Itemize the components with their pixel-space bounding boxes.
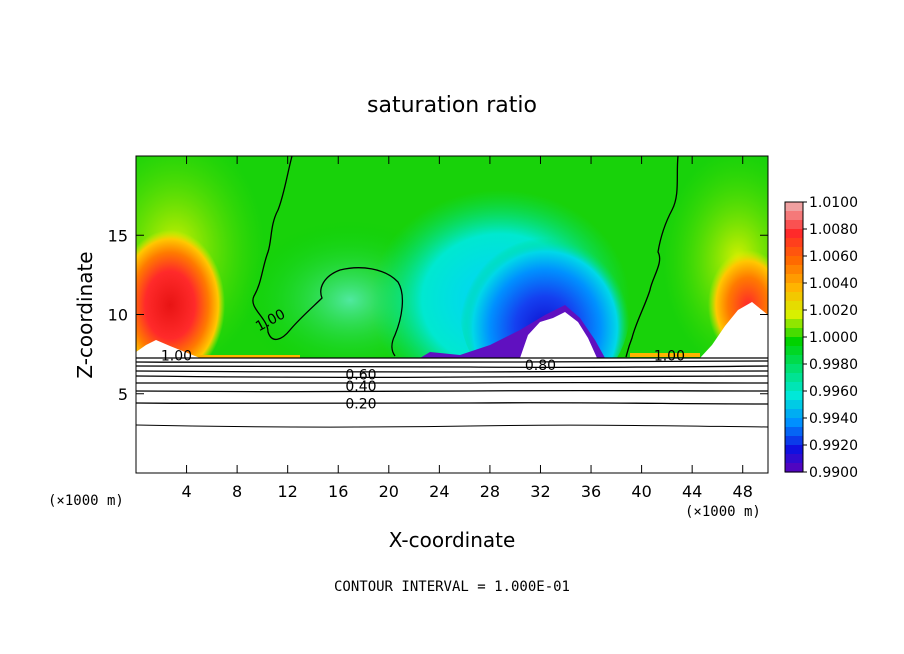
x-tick-label: 32 [530,482,550,501]
colorbar-band [785,319,803,329]
contour-label: 0.40 [345,379,376,395]
colorbar-band [785,265,803,275]
contour-0.20 [135,402,769,405]
colorbar-band [785,211,803,221]
contour-0.30 [135,389,769,393]
contour-0.10 [135,424,769,428]
contour-0.40 [135,381,769,385]
colorbar-tick-label: 1.0100 [809,195,858,211]
white-mask-center [520,312,597,358]
colorbar-band [785,346,803,356]
contour-0.70 [135,365,769,369]
colorbar-band [785,364,803,374]
y-tick-label: 15 [108,226,128,245]
colorbar-band [785,310,803,320]
x-tick-label: 4 [181,482,191,501]
colorbar-band [785,328,803,338]
colorbar-band [785,436,803,446]
y-axis-ticks: 5 10 15 [108,226,768,404]
colorbar-band [785,355,803,365]
colorbar-tick-label: 1.0000 [809,330,858,346]
contour-label: 0.80 [525,358,556,374]
colorbar-band [785,301,803,311]
colorbar-tick-label: 0.9960 [809,384,858,400]
colorbar-band [785,202,803,212]
colorbar-tick-label: 1.0060 [809,249,858,265]
x-unit-right: (×1000 m) [685,504,761,520]
x-tick-label: 20 [379,482,399,501]
contour-0.50 [135,375,769,379]
contour-0.60 [135,370,769,373]
colorbar-band [785,283,803,293]
colorbar-tick-label: 0.9980 [809,357,858,373]
contour-0.80 [135,360,769,364]
colorbar-tick-label: 1.0040 [809,276,858,292]
colorbar-band [785,247,803,257]
colorbar-band [785,292,803,302]
colorbar-band [785,409,803,419]
white-mask-right [700,302,768,358]
colorbar-tick-label: 1.0080 [809,222,858,238]
colorbar-band [785,400,803,410]
x-tick-label: 12 [278,482,298,501]
contour-1.00-left [252,155,404,357]
colorbar-tick-label: 0.9920 [809,438,858,454]
y-axis-label: Z-coordinate [73,251,97,378]
contour-label: 0.60 [345,368,376,384]
colorbar-band [785,382,803,392]
field-orange-strip-right [630,353,700,357]
contour-interval-note: CONTOUR INTERVAL = 1.000E-01 [334,579,570,595]
field-orange-strip [195,355,300,358]
x-tick-label: 16 [328,482,348,501]
colorbar-band [785,238,803,248]
contour-label: 1.00 [161,349,192,365]
chart-title: saturation ratio [367,93,537,118]
x-tick-label: 24 [429,482,449,501]
white-mask-left [136,340,200,358]
colorbar-band [785,418,803,428]
colorbar: 1.0100 1.0080 1.0060 1.0040 1.0020 1.0000 0.99… [784,195,858,481]
contour-1.00-right [625,155,679,358]
y-tick-label: 5 [118,385,128,404]
colorbar-band [785,427,803,437]
white-lower [136,358,768,473]
colorbar-tick-label: 0.9940 [809,411,858,427]
contour-label: 1.00 [654,349,685,365]
contour-label: 0.20 [345,396,376,412]
colorbar-band [785,454,803,464]
colorbar-band [785,391,803,401]
colorbar-tick-label: 1.0020 [809,303,858,319]
x-axis-ticks: 4 8 12 16 20 24 28 32 36 40 44 48 [181,156,753,501]
colorbar-tick-label: 0.9900 [809,465,858,481]
colorbar-band [785,373,803,383]
heatmap-field [136,156,768,473]
x-tick-label: 8 [232,482,242,501]
colorbar-band [785,445,803,455]
x-axis-label: X-coordinate [389,528,516,552]
x-tick-label: 28 [480,482,500,501]
colorbar-band [785,229,803,239]
colorbar-band [785,463,803,473]
contour-lines [135,155,769,428]
x-tick-label: 44 [682,482,702,501]
y-tick-label: 10 [108,306,128,325]
x-tick-label: 48 [733,482,753,501]
contour-labels: 1.001.00 1.000.800.600.400.20 [161,306,685,412]
x-tick-label: 40 [631,482,651,501]
colorbar-band [785,274,803,284]
x-unit-left: (×1000 m) [48,493,124,509]
colorbar-band [785,337,803,347]
x-tick-label: 36 [581,482,601,501]
colorbar-band [785,220,803,230]
colorbar-band [785,256,803,266]
